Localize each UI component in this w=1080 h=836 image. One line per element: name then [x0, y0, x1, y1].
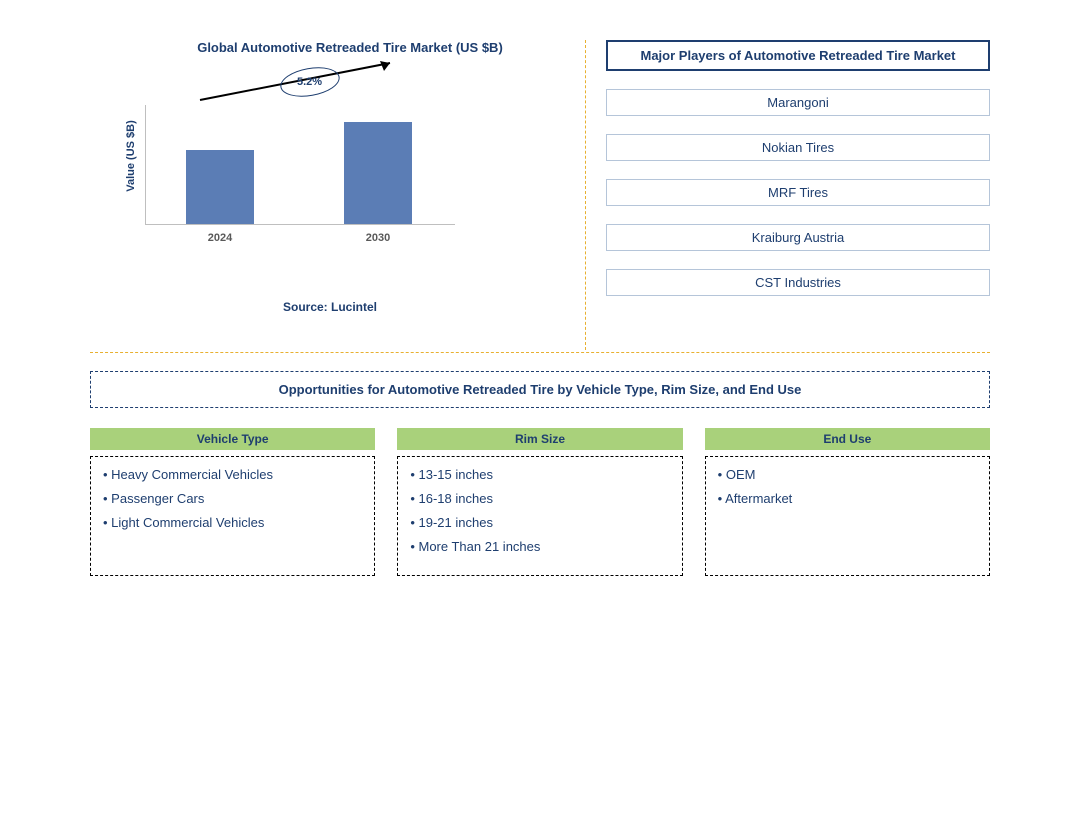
- chart-bar: 2024: [186, 150, 254, 224]
- chart-area: Value (US $B) 5.2% 2024 2030: [130, 75, 570, 255]
- players-header: Major Players of Automotive Retreaded Ti…: [606, 40, 990, 71]
- opportunity-item: • 16-18 inches: [410, 491, 669, 506]
- horizontal-divider: [90, 352, 990, 353]
- opportunity-item: • 19-21 inches: [410, 515, 669, 530]
- opportunity-column-body: • 13-15 inches • 16-18 inches • 19-21 inch…: [397, 456, 682, 576]
- opportunity-item: • More Than 21 inches: [410, 539, 669, 554]
- chart-bar: 2030: [344, 122, 412, 224]
- player-item: MRF Tires: [606, 179, 990, 206]
- chart-panel: Global Automotive Retreaded Tire Market …: [90, 40, 580, 350]
- source-text: Source: Lucintel: [90, 300, 570, 314]
- chart-plot: 2024 2030: [145, 105, 455, 225]
- bar-label: 2024: [186, 232, 254, 244]
- bar-label: 2030: [344, 232, 412, 244]
- player-item: CST Industries: [606, 269, 990, 296]
- opportunity-column-body: • OEM • Aftermarket: [705, 456, 990, 576]
- player-item: Kraiburg Austria: [606, 224, 990, 251]
- chart-y-axis-label: Value (US $B): [125, 120, 137, 192]
- opportunity-item: • Light Commercial Vehicles: [103, 515, 362, 530]
- opportunity-item: • OEM: [718, 467, 977, 482]
- chart-title: Global Automotive Retreaded Tire Market …: [130, 40, 570, 55]
- player-item: Nokian Tires: [606, 134, 990, 161]
- opportunity-item: • Passenger Cars: [103, 491, 362, 506]
- growth-rate-text: 5.2%: [297, 76, 322, 88]
- infographic-container: Global Automotive Retreaded Tire Market …: [90, 40, 990, 576]
- opportunity-column: End Use • OEM • Aftermarket: [705, 428, 990, 576]
- players-panel: Major Players of Automotive Retreaded Ti…: [591, 40, 990, 350]
- opportunity-column-header: End Use: [705, 428, 990, 450]
- opportunities-header: Opportunities for Automotive Retreaded T…: [90, 371, 990, 408]
- growth-arrow: 5.2%: [190, 55, 410, 105]
- opportunity-column: Rim Size • 13-15 inches • 16-18 inches • 19…: [397, 428, 682, 576]
- opportunity-item: • Heavy Commercial Vehicles: [103, 467, 362, 482]
- top-section: Global Automotive Retreaded Tire Market …: [90, 40, 990, 350]
- opportunity-column: Vehicle Type• Heavy Commercial Vehicles•…: [90, 428, 375, 576]
- opportunity-item: • Aftermarket: [718, 491, 977, 506]
- opportunities-columns: Vehicle Type• Heavy Commercial Vehicles•…: [90, 428, 990, 576]
- vertical-divider: [585, 40, 586, 350]
- opportunity-item: • 13-15 inches: [410, 467, 669, 482]
- players-list: Marangoni Nokian Tires MRF Tires Kraiburg A…: [606, 89, 990, 296]
- opportunity-column-body: • Heavy Commercial Vehicles • Passenger C…: [90, 456, 375, 576]
- player-item: Marangoni: [606, 89, 990, 116]
- opportunity-column-header: Rim Size: [397, 428, 682, 450]
- opportunity-column-header: Vehicle Type: [90, 428, 375, 450]
